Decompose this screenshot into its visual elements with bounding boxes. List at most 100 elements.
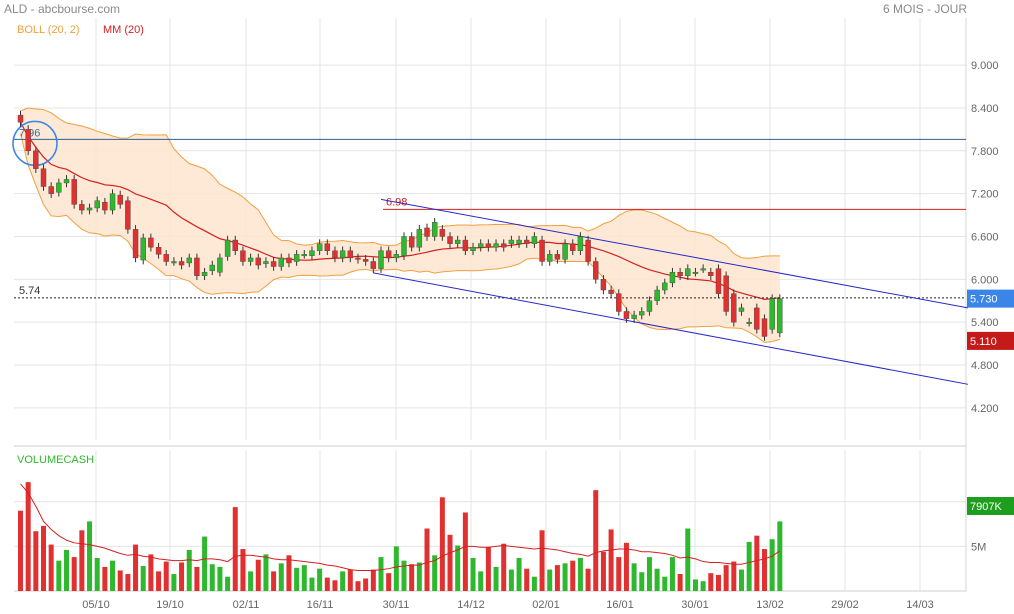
volume-bar [516,557,522,591]
candle-body [508,239,515,244]
volume-bar [102,566,108,591]
volume-bar [386,573,392,591]
volume-bar [363,578,369,591]
candle-body [439,229,446,237]
y-tick-label: 4.800 [971,360,999,372]
candle-body [240,250,246,262]
volume-bar [156,571,162,591]
candle-body [577,236,584,251]
volume-bar [255,559,261,591]
volume-bar [294,567,300,591]
volume-bar [340,571,346,591]
y-tick-label: 9.000 [971,60,999,72]
legend-mm: MM (20) [103,24,144,36]
bollinger-upper [20,107,780,259]
candle-body [485,243,492,248]
volume-bar [692,579,698,591]
candle-body [570,243,576,251]
volume-bar [248,571,254,591]
volume-bar [462,512,468,591]
candle-body [217,257,223,273]
volume-bar [455,545,461,591]
candle-body [293,254,300,262]
candle-body [201,271,208,276]
volume-bar [608,529,614,591]
last-price-label: 5.74 [19,285,40,297]
volume-bar [202,536,208,591]
volume-bar [140,566,146,591]
volume-bar [754,535,760,591]
candle-body [470,247,476,251]
candle-body [339,250,346,259]
volume-bar [677,574,683,591]
candle-body [79,204,85,211]
trend-channel-upper [380,198,969,309]
candle-body [140,237,146,261]
volume-bar [401,560,407,591]
volume-bar [493,566,499,591]
volume-bar [662,576,668,591]
candle-body [662,282,668,291]
volume-bar [240,549,246,591]
volume-bar [600,551,606,591]
candle-body [554,254,561,260]
volume-bar [33,531,39,591]
volume-bar [769,539,775,591]
candle-body [585,239,591,262]
volume-bars [18,482,783,591]
volume-bar [41,525,47,591]
candle-body [362,259,369,262]
candle-body [232,239,238,251]
low-price-badge: 5.110 [970,336,997,348]
volume-bar [761,549,767,591]
volume-bar [508,569,514,591]
volume-bar [217,566,223,591]
volume-bar [25,482,31,591]
x-tick-label: 19/10 [156,599,184,611]
candle-body [539,239,545,262]
low-price-badge-bg [967,331,1014,350]
moving-average-line [19,121,780,300]
y-tick-label: 7.200 [971,189,999,201]
candle-body [355,257,361,260]
volume-bar [301,565,307,591]
candle-body [639,311,645,316]
volume-bar [117,570,123,591]
volume-bar [585,568,591,591]
chart-period[interactable]: 6 MOIS - JOUR [882,2,967,16]
volume-bar [616,557,622,591]
candle-body [48,186,54,194]
volume-bar [485,547,491,591]
candle-body [378,250,384,269]
volume-bar [79,530,85,591]
volume-bar [271,571,277,591]
candle-body [700,268,706,271]
candle-body [723,275,729,312]
candle-body [94,200,100,209]
volume-bar [309,577,315,591]
candle-body [516,239,522,244]
candle-body [393,254,400,259]
candle-body [301,254,307,257]
candle-body [370,261,377,269]
candle-body [40,168,47,187]
trend-channel-lower [373,272,969,385]
volume-bar [87,521,93,591]
volume-tick-label: 5M [971,541,986,553]
candle-body [669,271,676,284]
candle-body [224,239,231,257]
volume-bar [225,576,231,591]
volume-bar [570,560,576,591]
volume-bar [347,569,353,591]
candle-body [255,257,261,266]
volume-bar [355,581,361,591]
candle-body [608,289,614,294]
x-tick-label: 02/11 [233,599,260,611]
legend-volume: VOLUMECASH [17,454,94,466]
candle-body [547,254,553,262]
volume-bar [71,557,77,591]
volume-bar [539,530,545,591]
volume-bar [639,572,645,591]
volume-bar [179,562,185,591]
candle-body [715,268,722,294]
